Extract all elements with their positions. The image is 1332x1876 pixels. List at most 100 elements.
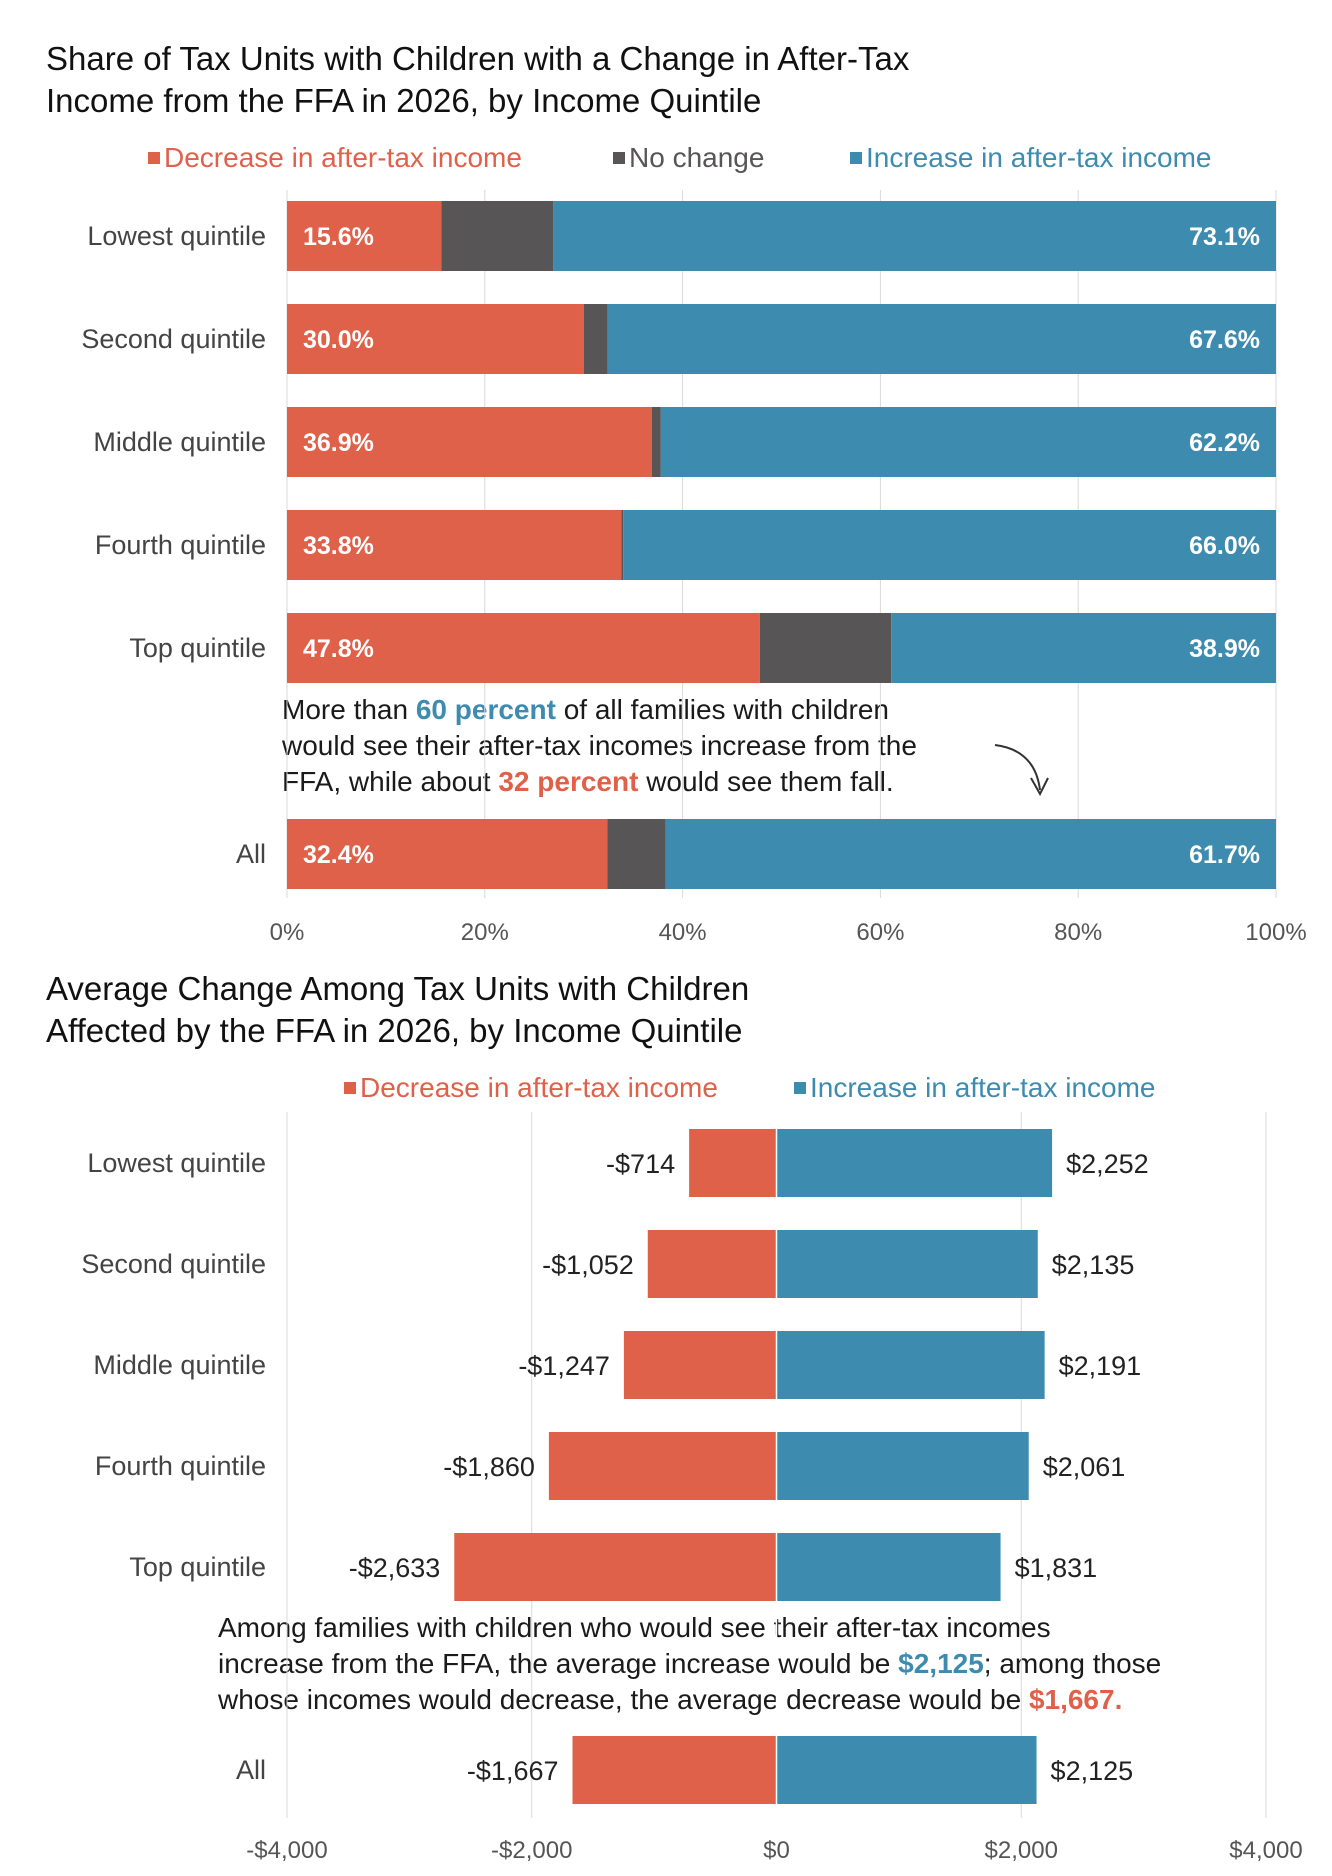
data-label-decrease: 30.0% bbox=[303, 326, 374, 354]
data-label-increase: $1,831 bbox=[1015, 1553, 1098, 1583]
bar-decrease bbox=[647, 1230, 777, 1298]
chart1-legend-decrease: Decrease in after-tax income bbox=[148, 142, 522, 174]
annotation-text: increase from the FFA, the average incre… bbox=[218, 1648, 899, 1679]
category-label-top-quintile: Top quintile bbox=[129, 1552, 266, 1582]
chart1-legend-increase: Increase in after-tax income bbox=[850, 142, 1212, 174]
x-tick-label: $0 bbox=[763, 1837, 790, 1864]
chart1-annotation-line2: would see their after-tax incomes increa… bbox=[282, 730, 917, 761]
bar-decrease bbox=[287, 819, 608, 889]
category-label-top-quintile: Top quintile bbox=[129, 633, 266, 663]
data-label-increase: 38.9% bbox=[1189, 635, 1260, 663]
category-label-lowest-quintile: Lowest quintile bbox=[87, 221, 266, 251]
category-label-fourth-quintile: Fourth quintile bbox=[95, 530, 266, 560]
annotation-highlight-decrease: 32 percent bbox=[498, 766, 639, 797]
x-tick-label: 100% bbox=[1245, 919, 1306, 946]
bar-decrease bbox=[689, 1129, 777, 1197]
bar-increase bbox=[660, 407, 1276, 477]
bar-decrease bbox=[287, 613, 760, 683]
legend-label-decrease: Decrease in after-tax income bbox=[360, 1072, 718, 1103]
chart2-legend-increase: Increase in after-tax income bbox=[794, 1072, 1156, 1104]
data-label-increase: $2,191 bbox=[1059, 1351, 1142, 1381]
data-label-decrease: 33.8% bbox=[303, 532, 374, 560]
data-label-increase: $2,252 bbox=[1066, 1149, 1149, 1179]
legend-label-decrease: Decrease in after-tax income bbox=[164, 142, 522, 173]
x-tick-label: 20% bbox=[461, 919, 509, 946]
chart2-legend-decrease: Decrease in after-tax income bbox=[344, 1072, 718, 1104]
chart1-title-line1: Share of Tax Units with Children with a … bbox=[46, 40, 910, 77]
category-label-lowest-quintile: Lowest quintile bbox=[87, 1148, 266, 1178]
data-label-decrease: -$1,860 bbox=[443, 1452, 535, 1482]
bar-decrease bbox=[287, 510, 622, 580]
x-tick-label: $4,000 bbox=[1229, 1837, 1302, 1864]
chart1-title: Share of Tax Units with Children with a … bbox=[46, 38, 909, 122]
chart2-annotation-line1: Among families with children who would s… bbox=[218, 1612, 1051, 1643]
data-label-decrease: -$1,667 bbox=[467, 1756, 559, 1786]
category-label-all: All bbox=[236, 1755, 266, 1785]
chart2-title-line1: Average Change Among Tax Units with Chil… bbox=[46, 970, 750, 1007]
annotation-arrow bbox=[994, 744, 1041, 791]
chart1-title-line2: Income from the FFA in 2026, by Income Q… bbox=[46, 82, 762, 119]
data-label-increase: $2,135 bbox=[1052, 1250, 1135, 1280]
legend-label-no-change: No change bbox=[629, 142, 765, 173]
legend-label-increase: Increase in after-tax income bbox=[810, 1072, 1156, 1103]
data-label-increase: $2,061 bbox=[1043, 1452, 1126, 1482]
x-tick-label: 60% bbox=[856, 919, 904, 946]
data-label-increase: $2,125 bbox=[1051, 1756, 1134, 1786]
bar-increase bbox=[553, 201, 1276, 271]
category-label-second-quintile: Second quintile bbox=[81, 1249, 266, 1279]
data-label-decrease: -$714 bbox=[606, 1149, 675, 1179]
legend-swatch-increase bbox=[850, 152, 862, 164]
category-label-middle-quintile: Middle quintile bbox=[93, 1350, 266, 1380]
bar-increase bbox=[776, 1129, 1053, 1197]
annotation-text: ; among those bbox=[983, 1648, 1162, 1679]
annotation-arrowhead bbox=[1030, 777, 1049, 797]
bar-increase bbox=[891, 613, 1276, 683]
legend-swatch-no-change bbox=[613, 152, 625, 164]
x-tick-label: 0% bbox=[270, 919, 305, 946]
chart1-plot: 0% 20% 40% 60% 80% 100% Lowest quintile 15.6% 73… bbox=[81, 190, 1307, 946]
data-label-decrease: -$1,052 bbox=[542, 1250, 634, 1280]
annotation-highlight-increase: $2,125 bbox=[898, 1648, 984, 1679]
bar-no-change bbox=[621, 510, 624, 580]
x-tick-label: 80% bbox=[1054, 919, 1102, 946]
bar-decrease bbox=[287, 304, 584, 374]
bar-no-change bbox=[441, 201, 554, 271]
legend-swatch-decrease bbox=[344, 1082, 356, 1094]
bar-increase bbox=[776, 1230, 1038, 1298]
annotation-highlight-increase: 60 percent bbox=[415, 694, 556, 725]
bar-decrease bbox=[572, 1736, 777, 1804]
annotation-text: of all families with children bbox=[555, 694, 889, 725]
chart1-legend-no-change: No change bbox=[613, 142, 764, 174]
chart2-title-line2: Affected by the FFA in 2026, by Income Q… bbox=[46, 1012, 743, 1049]
annotation-text: whose incomes would decrease, the averag… bbox=[218, 1684, 1029, 1715]
bar-increase bbox=[776, 1533, 1001, 1601]
data-label-decrease: 47.8% bbox=[303, 635, 374, 663]
category-label-second-quintile: Second quintile bbox=[81, 324, 266, 354]
chart2-annotation-line3: whose incomes would decrease, the averag… bbox=[218, 1682, 1161, 1718]
bar-no-change bbox=[759, 613, 892, 683]
annotation-highlight-decrease: $1,667. bbox=[1028, 1684, 1123, 1715]
legend-swatch-decrease bbox=[148, 152, 160, 164]
bar-decrease bbox=[287, 201, 442, 271]
x-tick-label: -$4,000 bbox=[246, 1837, 327, 1864]
data-label-decrease: 15.6% bbox=[303, 223, 374, 251]
bar-increase bbox=[776, 1432, 1029, 1500]
bar-decrease bbox=[454, 1533, 777, 1601]
bar-decrease bbox=[287, 407, 652, 477]
legend-label-increase: Increase in after-tax income bbox=[866, 142, 1212, 173]
category-label-fourth-quintile: Fourth quintile bbox=[95, 1451, 266, 1481]
x-tick-label: $2,000 bbox=[985, 1837, 1058, 1864]
bar-no-change bbox=[651, 407, 661, 477]
legend-swatch-increase bbox=[794, 1082, 806, 1094]
data-label-increase: 62.2% bbox=[1189, 429, 1260, 457]
chart1-annotation-line1: More than 60 percent of all families wit… bbox=[282, 692, 917, 728]
data-label-increase: 67.6% bbox=[1189, 326, 1260, 354]
bar-decrease bbox=[623, 1331, 777, 1399]
chart1-annotation-line3: FFA, while about 32 percent would see th… bbox=[282, 764, 917, 800]
data-label-decrease: 36.9% bbox=[303, 429, 374, 457]
bar-increase bbox=[607, 304, 1276, 374]
chart2-annotation: Among families with children who would s… bbox=[218, 1610, 1161, 1718]
data-label-decrease: 32.4% bbox=[303, 841, 374, 869]
chart2-plot: -$4,000 -$2,000 $0 $2,000 $4,000 Lowest quint… bbox=[81, 1112, 1303, 1864]
